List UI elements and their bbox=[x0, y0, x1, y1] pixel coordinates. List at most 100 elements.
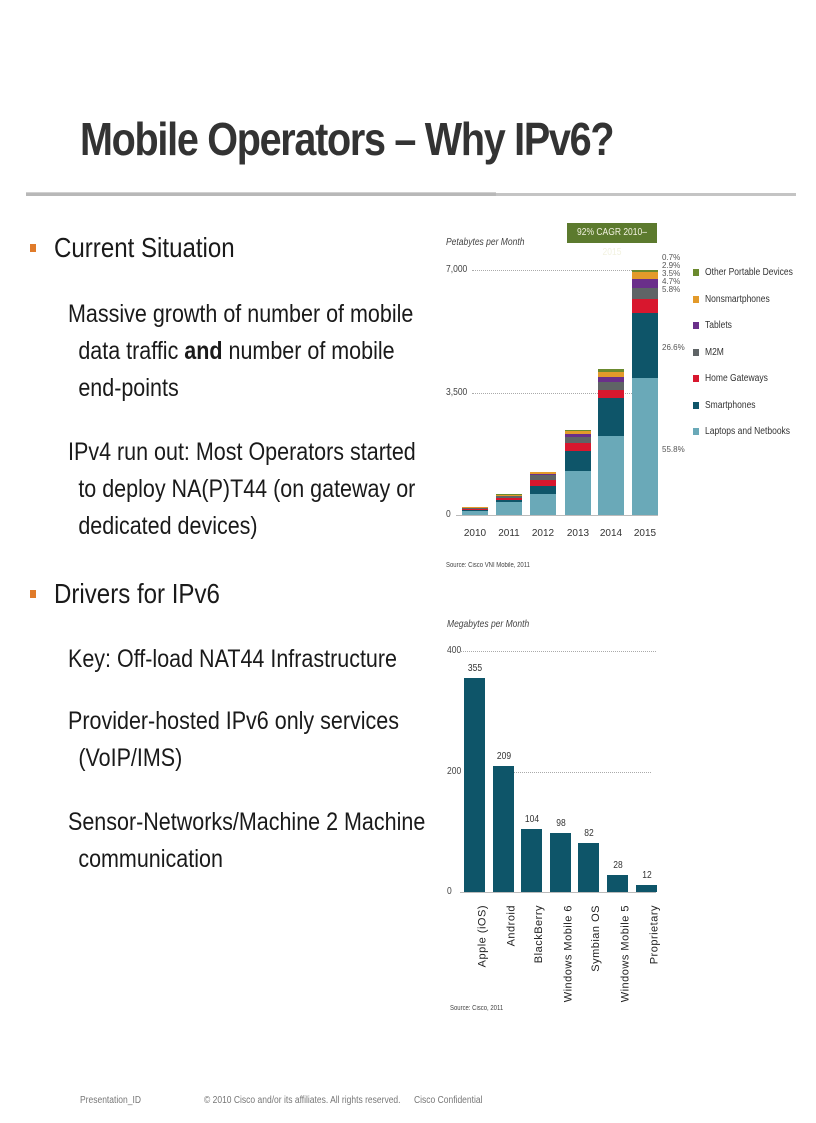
legend-swatch-icon bbox=[693, 322, 699, 329]
value-label: 355 bbox=[467, 663, 483, 675]
bar-segment bbox=[530, 473, 556, 476]
sub-line: Sensor-Networks/Machine 2 Machine bbox=[68, 808, 426, 836]
bar-segment bbox=[598, 371, 624, 377]
x-tick-label: 2015 bbox=[633, 528, 657, 539]
chart-source: Source: Cisco VNI Mobile, 2011 bbox=[446, 562, 530, 569]
bar-segment bbox=[496, 495, 522, 497]
legend-item: Laptops and Netbooks bbox=[693, 426, 805, 437]
sub-line: Key: Off-load NAT44 Infrastructure bbox=[68, 645, 398, 673]
bar-segment bbox=[565, 431, 591, 434]
share-label: 4.7% bbox=[662, 277, 681, 286]
bar-segment bbox=[530, 475, 556, 481]
sub-line: Provider-hosted IPv6 only services bbox=[68, 707, 400, 735]
y-tick-3500: 3,500 bbox=[446, 387, 468, 398]
sub-line: IPv4 run out: Most Operators started bbox=[68, 438, 416, 466]
bar-segment bbox=[565, 451, 591, 471]
bar-segment bbox=[462, 508, 488, 509]
bar-segment bbox=[565, 442, 591, 452]
legend-item: M2M bbox=[693, 347, 727, 358]
sub-bullet-ipv4-runout: IPv4 run out: Most Operators started to … bbox=[68, 434, 416, 545]
sub-bullet-m2m: Sensor-Networks/Machine 2 Machine commun… bbox=[68, 804, 425, 878]
value-label: 104 bbox=[524, 814, 540, 826]
bar-segment bbox=[632, 378, 658, 515]
gridline-7000 bbox=[472, 270, 632, 271]
bar-segment bbox=[496, 498, 522, 500]
legend-label: Smartphones bbox=[705, 399, 756, 411]
legend-label: Nonsmartphones bbox=[705, 293, 770, 305]
gridline-400 bbox=[460, 651, 656, 652]
bar-segment bbox=[632, 272, 658, 280]
x-tick-label: 2012 bbox=[531, 528, 555, 539]
share-label: 2.9% bbox=[662, 261, 681, 270]
bar-symbian-os bbox=[578, 842, 599, 892]
bullet-label: Drivers for IPv6 bbox=[54, 578, 220, 609]
share-label: 55.8% bbox=[662, 445, 685, 454]
legend-swatch-icon bbox=[693, 401, 699, 409]
y-axis-title: Petabytes per Month bbox=[446, 237, 525, 248]
legend-label: Other Portable Devices bbox=[705, 267, 793, 278]
x-tick-label: 2013 bbox=[566, 528, 590, 539]
legend-label: M2M bbox=[705, 346, 724, 358]
legend-item: Tablets bbox=[693, 320, 737, 331]
bar-segment bbox=[565, 430, 591, 432]
x-tick-label: Windows Mobile 6 bbox=[562, 905, 574, 1003]
value-label: 82 bbox=[584, 827, 594, 839]
y-axis-title: Megabytes per Month bbox=[447, 619, 530, 630]
sub-line: to deploy NA(P)T44 (on gateway or bbox=[78, 475, 416, 503]
share-label: 3.5% bbox=[662, 269, 681, 278]
gridline-3500 bbox=[472, 393, 632, 394]
x-tick-label: 2011 bbox=[498, 528, 520, 539]
bullet-current-situation: Current Situation bbox=[30, 232, 264, 264]
x-tick-label: Windows Mobile 5 bbox=[619, 905, 631, 1003]
x-axis-baseline bbox=[456, 515, 658, 516]
bar-segment bbox=[496, 496, 522, 499]
stacked-bar-2012 bbox=[530, 471, 556, 515]
legend-swatch-icon bbox=[693, 295, 699, 303]
bar-segment bbox=[632, 279, 658, 288]
legend-item: Other Portable Devices bbox=[693, 267, 808, 278]
stacked-bar-2010 bbox=[462, 506, 488, 515]
sub-bullet-provider-hosted: Provider-hosted IPv6 only services (VoIP… bbox=[68, 703, 399, 777]
sub-line: dedicated devices) bbox=[78, 512, 258, 540]
x-tick-label: Proprietary bbox=[648, 905, 660, 965]
legend-item: Nonsmartphones bbox=[693, 294, 781, 305]
legend-swatch-icon bbox=[693, 375, 699, 382]
x-tick-label: Symbian OS bbox=[590, 905, 602, 972]
bar-segment bbox=[565, 433, 591, 437]
title-divider-right bbox=[496, 193, 796, 196]
legend-item: Smartphones bbox=[693, 400, 764, 411]
stacked-bar-2015 bbox=[632, 270, 658, 515]
traffic-growth-chart: 92% CAGR 2010–2015 Petabytes per Month 7… bbox=[430, 215, 816, 580]
bar-segment bbox=[530, 480, 556, 487]
x-tick-label: 2010 bbox=[463, 528, 487, 539]
sub-line: end-points bbox=[78, 374, 179, 402]
bar-segment bbox=[496, 499, 522, 502]
stacked-bar-2011 bbox=[496, 494, 522, 515]
bullet-label: Current Situation bbox=[54, 232, 235, 263]
sub-line: data traffic and number of mobile bbox=[68, 333, 413, 370]
bar-proprietary bbox=[636, 884, 657, 892]
share-label: 26.6% bbox=[662, 343, 685, 352]
bar-segment bbox=[462, 508, 488, 510]
value-label: 98 bbox=[556, 817, 566, 829]
footer-presentation-id: Presentation_ID bbox=[80, 1095, 141, 1106]
stacked-bar-2014 bbox=[598, 369, 624, 515]
bar-segment bbox=[530, 493, 556, 515]
y-tick-7000: 7,000 bbox=[446, 264, 468, 275]
bar-apple-ios- bbox=[464, 678, 485, 892]
value-label: 28 bbox=[613, 860, 623, 872]
y-tick-200: 200 bbox=[447, 766, 462, 777]
legend-swatch-icon bbox=[693, 269, 699, 276]
stacked-bar-2013 bbox=[565, 430, 591, 515]
sub-line: (VoIP/IMS) bbox=[78, 744, 183, 772]
title-divider bbox=[26, 192, 496, 196]
bar-segment bbox=[632, 299, 658, 314]
x-axis-baseline bbox=[460, 892, 656, 893]
sub-text: data traffic bbox=[78, 337, 185, 365]
bullet-square-icon bbox=[30, 590, 36, 598]
bar-segment bbox=[530, 486, 556, 494]
bar-segment bbox=[598, 398, 624, 437]
sub-text: number of mobile bbox=[222, 337, 395, 365]
bar-segment bbox=[530, 471, 556, 473]
bar-blackberry bbox=[521, 829, 542, 892]
